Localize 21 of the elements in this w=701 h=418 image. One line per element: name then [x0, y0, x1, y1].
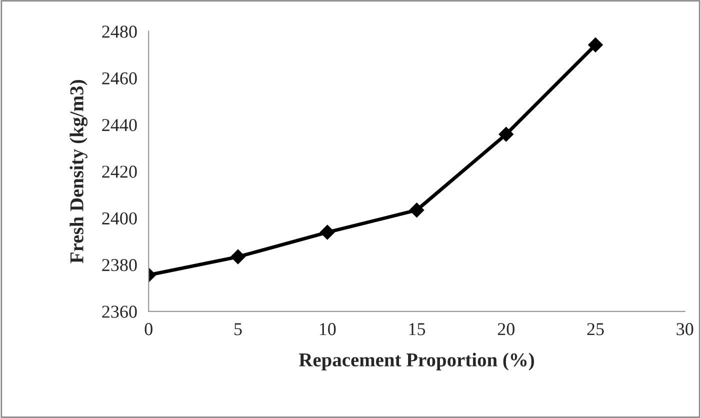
y-tick-label: 2400 [102, 212, 137, 224]
point [230, 249, 246, 264]
x-tick-label: 5 [234, 323, 242, 336]
x-tick-label: 20 [498, 323, 514, 336]
point [320, 224, 335, 240]
x-axis-title: Repacement Proportion (%) [298, 352, 534, 370]
y-tick-label: 2360 [102, 306, 137, 318]
y-tick-label: 2380 [102, 258, 137, 272]
y-tick-label: 2440 [102, 118, 137, 132]
x-tick-label: 30 [676, 323, 694, 336]
point [498, 126, 514, 142]
point [409, 202, 424, 218]
y-tick-label: 2420 [102, 166, 137, 178]
y-tick-label: 2460 [102, 72, 137, 84]
y-tick-label: 2480 [102, 26, 137, 38]
y-axis-title: Fresh Density (kg/m3) [70, 80, 88, 264]
x-tick-label: 0 [144, 323, 152, 336]
x-tick-label: 15 [409, 323, 426, 336]
x-tick-label: 25 [587, 323, 604, 336]
point [588, 37, 603, 52]
x-tick-label: 10 [320, 323, 336, 336]
